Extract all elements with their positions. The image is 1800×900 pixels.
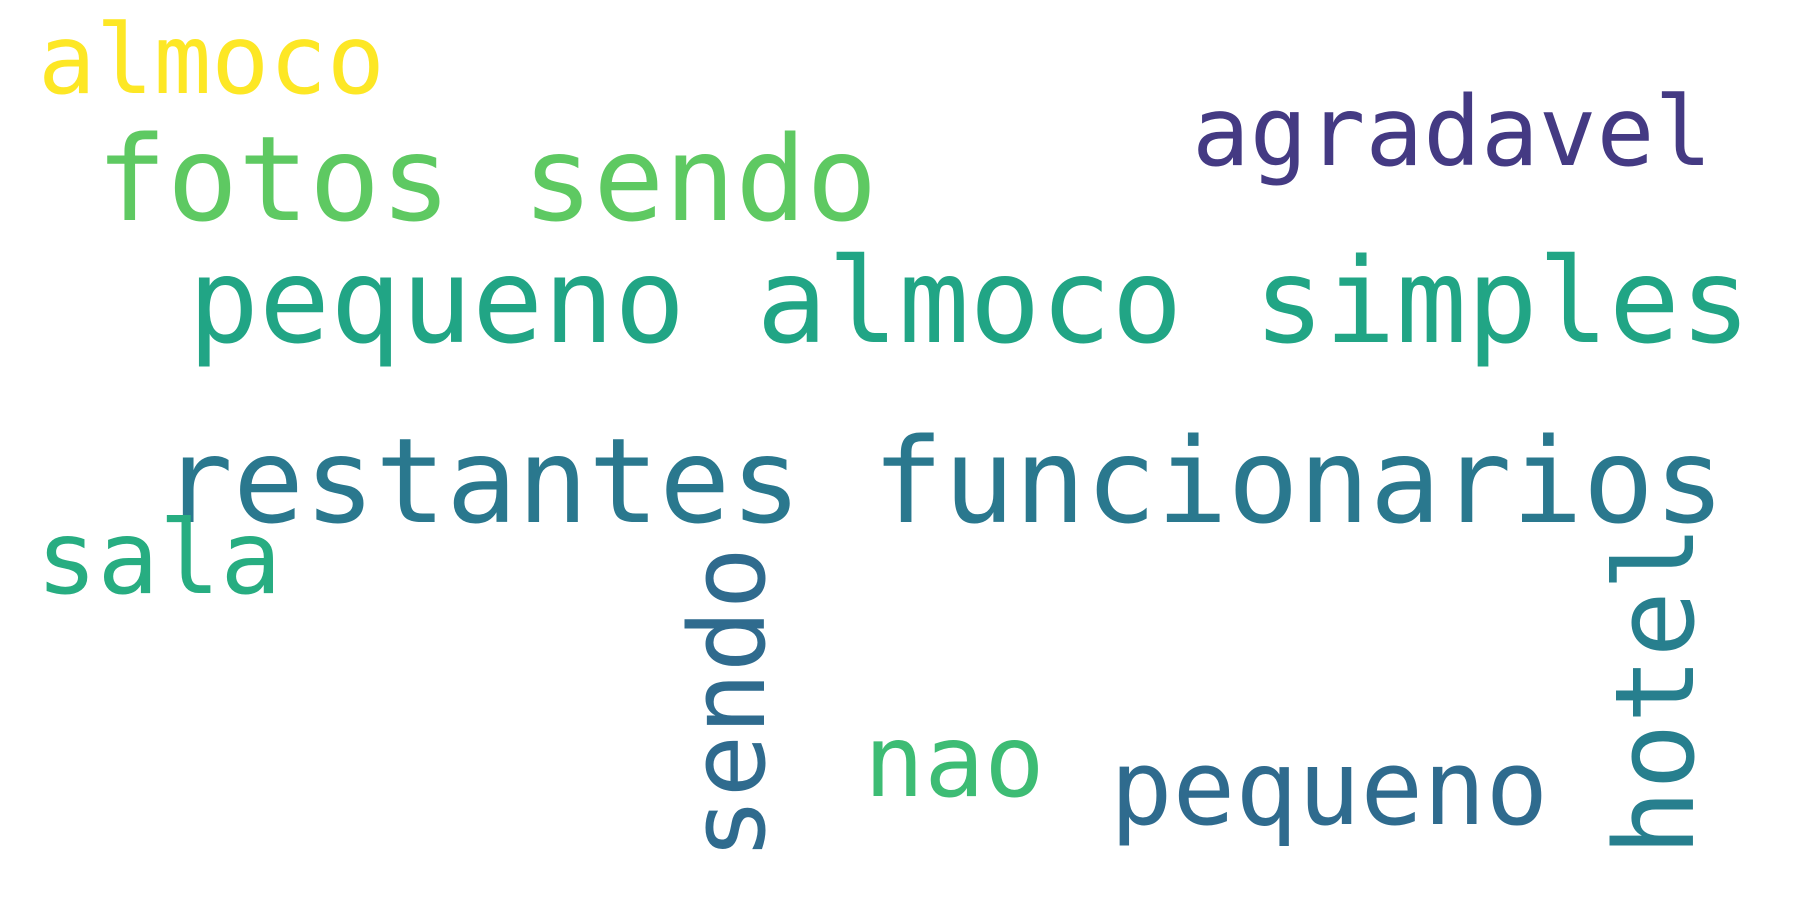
cloud-word-sendo-vertical: sendo [667,546,789,860]
cloud-word-pequeno-almoco-simples: pequeno almoco simples [188,232,1751,370]
cloud-word-nao: nao [864,703,1045,820]
cloud-word-sala: sala [36,499,282,618]
cloud-word-pequeno: pequeno [1110,727,1549,849]
cloud-word-almoco: almoco [38,4,385,116]
cloud-word-hotel-vertical: hotel [1591,524,1719,856]
cloud-word-restantes-funcionarios: restantes funcionarios [162,412,1725,550]
cloud-word-agradavel: agradavel [1192,76,1713,188]
cloud-word-fotos-sendo: fotos sendo [96,110,878,248]
